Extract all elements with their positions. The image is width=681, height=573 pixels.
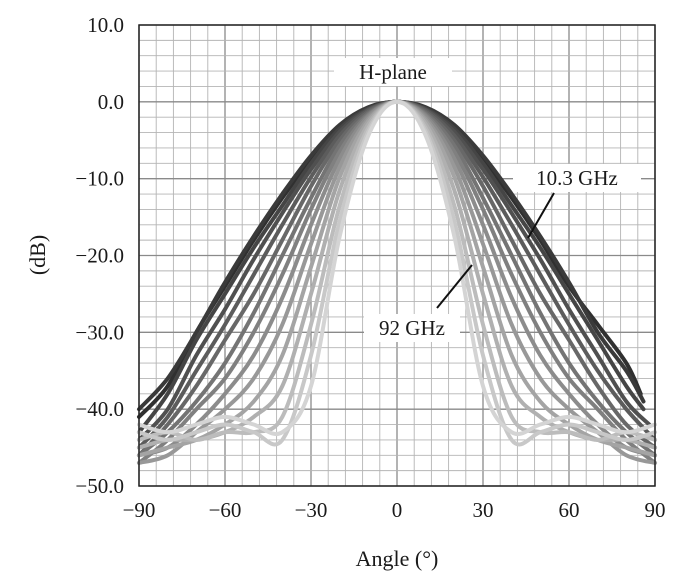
y-tick-label: −30.0: [75, 320, 124, 344]
annotation-92ghz: 92 GHz: [379, 316, 445, 340]
x-tick-labels: −90 −60 −30 0 30 60 90: [123, 498, 666, 522]
y-tick-labels: 10.0 0.0 −10.0 −20.0 −30.0 −40.0 −50.0: [75, 13, 124, 498]
chart-title: H-plane: [359, 60, 427, 84]
y-tick-label: 0.0: [98, 90, 124, 114]
x-tick-label: 90: [645, 498, 666, 522]
x-tick-label: 60: [559, 498, 580, 522]
x-tick-label: −90: [123, 498, 156, 522]
y-tick-label: −40.0: [75, 397, 124, 421]
annotation-10-3ghz: 10.3 GHz: [536, 166, 618, 190]
x-tick-label: 0: [392, 498, 403, 522]
x-tick-label: −30: [295, 498, 328, 522]
x-tick-label: 30: [473, 498, 494, 522]
y-tick-label: −50.0: [75, 474, 124, 498]
y-axis-label: (dB): [25, 235, 50, 275]
y-tick-label: −20.0: [75, 244, 124, 268]
y-tick-label: 10.0: [87, 13, 124, 37]
y-tick-label: −10.0: [75, 167, 124, 191]
x-axis-label: Angle (°): [356, 546, 439, 571]
x-tick-label: −60: [209, 498, 242, 522]
